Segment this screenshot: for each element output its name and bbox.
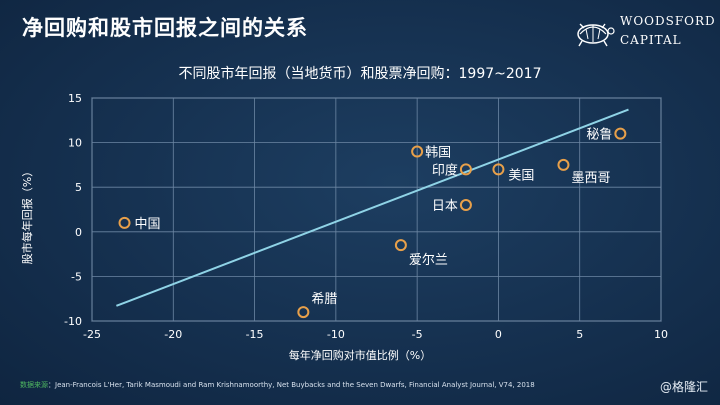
data-point-label: 日本 (432, 199, 458, 214)
y-tick-label: 15 (68, 92, 82, 105)
y-tick-label: -5 (71, 270, 82, 283)
data-point (394, 239, 407, 252)
data-point-label: 秘鲁 (586, 128, 612, 143)
data-point-label: 美国 (508, 168, 534, 183)
source-label: 数据来源 (20, 381, 48, 389)
x-tick-label: 5 (576, 328, 583, 341)
data-point-label: 韩国 (425, 146, 451, 161)
data-point-label: 墨西哥 (571, 171, 610, 186)
data-point (459, 199, 472, 212)
x-tick-label: -25 (83, 328, 101, 341)
trendline (116, 108, 629, 307)
data-point (118, 216, 131, 229)
data-point (297, 306, 310, 319)
chart-title: 不同股市年回报（当地货币）和股票净回购：1997~2017 (178, 66, 542, 82)
y-tick-label: 0 (75, 226, 82, 239)
data-point (411, 145, 424, 158)
data-point (459, 163, 472, 176)
data-point-label: 爱尔兰 (409, 253, 448, 268)
company-logo: WOODSFORD CAPITAL (570, 12, 715, 52)
x-tick-label: -10 (327, 328, 345, 341)
data-point-label: 中国 (135, 217, 161, 232)
x-tick-label: -15 (246, 328, 264, 341)
logo-line2: CAPITAL (620, 33, 682, 47)
source-text: ：Jean-Francois L'Her, Tarik Masmoudi and… (48, 381, 535, 389)
turtle-logo-icon (577, 23, 615, 47)
x-tick-label: -20 (164, 328, 182, 341)
x-axis-label: 每年净回购对市值比例（%） (288, 349, 432, 362)
slide-title: 净回购和股市回报之间的关系 (22, 16, 308, 40)
watermark: @格隆汇 (659, 380, 708, 394)
x-tick-label: -5 (412, 328, 423, 341)
logo-line1: WOODSFORD (620, 14, 716, 28)
x-tick-label: 10 (654, 328, 668, 341)
data-point (614, 127, 627, 140)
data-point-label: 印度 (432, 162, 458, 178)
plot-area-frame (91, 97, 662, 322)
y-tick-label: 10 (68, 137, 82, 150)
y-tick-label: -10 (64, 315, 82, 328)
x-tick-label: 0 (495, 328, 502, 341)
data-point (492, 163, 505, 176)
y-tick-label: 5 (75, 181, 82, 194)
data-point (557, 158, 570, 171)
y-axis-label: 股市每年回报（%） (21, 165, 34, 265)
data-point-label: 希腊 (311, 292, 337, 307)
source-note: 数据来源：Jean-Francois L'Her, Tarik Masmoudi… (20, 380, 535, 390)
